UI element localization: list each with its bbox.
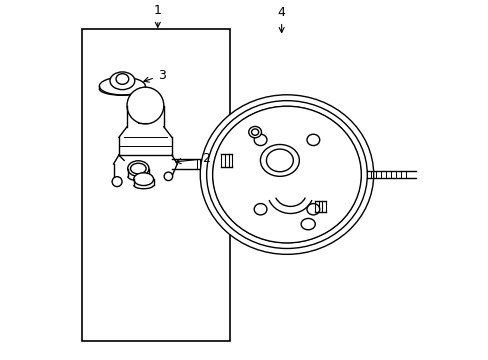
Ellipse shape [306, 134, 319, 145]
Ellipse shape [127, 161, 149, 176]
Ellipse shape [133, 173, 153, 185]
Ellipse shape [200, 95, 373, 255]
Ellipse shape [301, 219, 315, 230]
Text: 3: 3 [143, 69, 165, 82]
Text: 4: 4 [277, 6, 285, 32]
Text: 2: 2 [176, 152, 209, 165]
Ellipse shape [254, 204, 266, 215]
Ellipse shape [112, 177, 122, 186]
Ellipse shape [110, 72, 135, 90]
Ellipse shape [212, 106, 361, 243]
Ellipse shape [254, 134, 266, 145]
Ellipse shape [127, 87, 163, 124]
Ellipse shape [164, 172, 172, 181]
Ellipse shape [306, 204, 319, 215]
Text: 1: 1 [154, 4, 162, 27]
Ellipse shape [248, 126, 261, 138]
FancyBboxPatch shape [81, 30, 230, 341]
Ellipse shape [99, 77, 145, 95]
